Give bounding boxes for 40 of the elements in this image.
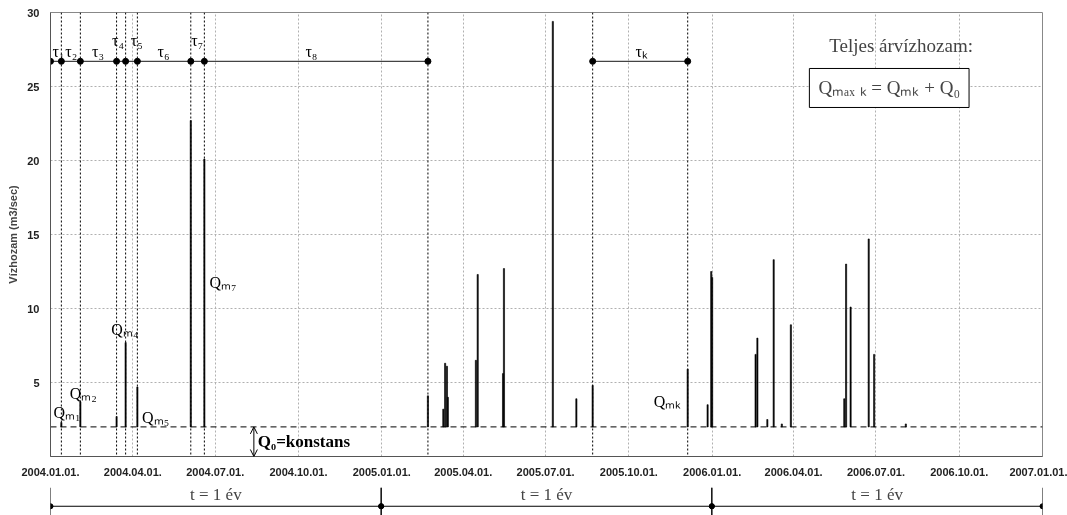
x-tick-label: 2004.04.01. <box>103 465 162 478</box>
x-tick-label: 2006.10.01. <box>930 465 989 478</box>
annotation: Qₘ₄ <box>111 320 139 338</box>
annotation: τ₈ <box>305 43 318 61</box>
annotation: τ₆ <box>157 43 170 61</box>
annotation: Qₘ₂ <box>69 384 97 402</box>
x-tick-label: 2005.10.01. <box>599 465 658 478</box>
annotation: Qₘ₅ <box>142 409 170 427</box>
x-tick-label: 2005.04.01. <box>434 465 493 478</box>
annotation: τ₄ <box>111 31 125 49</box>
annotation: Qₘₖ <box>653 393 682 411</box>
x-tick-label: 2004.10.01. <box>269 465 328 478</box>
x-tick-label: 2004.07.01. <box>186 465 245 478</box>
annotation: Teljes árvízhozam: <box>829 35 973 57</box>
x-tick-label: 2005.07.01. <box>516 465 575 478</box>
x-tick-label: 2006.07.01. <box>846 465 906 478</box>
text: t = 1 év <box>190 485 243 505</box>
annotation: Qₘ₁ <box>53 403 81 421</box>
y-tick-label: 5 <box>33 376 40 389</box>
text: t = 1 év <box>520 485 573 505</box>
annotation: τₖ <box>635 43 648 61</box>
annotation: Qₘ₇ <box>209 273 237 291</box>
text: t = 1 év <box>851 485 904 505</box>
y-axis-title: Vízhozam (m3/sec) <box>7 184 20 284</box>
y-tick-label: 20 <box>27 154 40 167</box>
y-tick-label: 15 <box>27 228 40 241</box>
annotation: τ₂ <box>65 43 78 61</box>
x-tick-label: 2007.01.01. <box>1009 465 1067 478</box>
y-tick-label: 10 <box>27 302 40 315</box>
y-tick-label: 30 <box>27 6 40 19</box>
annotation: τ₅ <box>130 31 143 49</box>
annotation: τ₃ <box>92 43 105 61</box>
x-tick-label: 2006.04.01. <box>764 465 823 478</box>
x-tick-label: 2006.01.01. <box>683 465 742 478</box>
annotation: Qₘₐₓ ₖ = Qₘₖ + Q₀ <box>818 77 961 99</box>
x-tick-label: 2004.01.01. <box>21 465 80 478</box>
y-tick-label: 25 <box>27 80 40 93</box>
x-tick-label: 2005.01.01. <box>352 465 411 478</box>
annotation: τ₇ <box>191 31 204 49</box>
legend-label: Q₀=konstans <box>257 432 351 452</box>
